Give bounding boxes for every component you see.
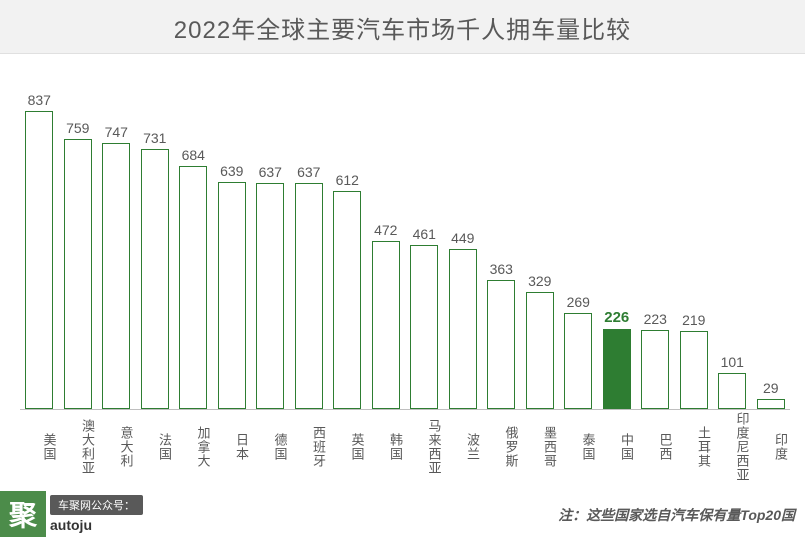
bar-wrap: 226 <box>598 309 637 409</box>
bar-wrap: 684 <box>174 147 213 409</box>
bar-wrap: 363 <box>482 261 521 409</box>
x-category-label: 澳大利亚 <box>59 412 98 482</box>
x-category-label: 英国 <box>328 412 367 482</box>
bar-value-label: 449 <box>451 230 474 246</box>
x-labels: 美国澳大利亚意大利法国加拿大日本德国西班牙英国韩国马来西亚波兰俄罗斯墨西哥泰国中… <box>20 412 790 482</box>
x-category-label: 泰国 <box>559 412 598 482</box>
bar-value-label: 747 <box>105 124 128 140</box>
x-category-label: 印度 <box>752 412 791 482</box>
bar-rect <box>102 143 130 409</box>
bar-rect <box>487 280 515 409</box>
bar-rect <box>64 139 92 409</box>
plot: 837 759 747 731 684 639 637 637 612 472 461 449 363 3… <box>20 90 790 410</box>
x-category-label: 墨西哥 <box>521 412 560 482</box>
bar-wrap: 223 <box>636 311 675 409</box>
bar-wrap: 612 <box>328 172 367 409</box>
bar-wrap: 472 <box>367 222 406 409</box>
bar-wrap: 759 <box>59 120 98 409</box>
bar-wrap: 747 <box>97 124 136 409</box>
bar-value-label: 637 <box>297 164 320 180</box>
x-category-label: 巴西 <box>636 412 675 482</box>
bar-rect <box>179 166 207 409</box>
logo-char: 聚 <box>9 494 37 534</box>
x-category-label: 印度尼西亚 <box>713 412 752 482</box>
x-category-label: 韩国 <box>367 412 406 482</box>
bar-rect <box>372 241 400 409</box>
footer-note: 注：这些国家选自汽车保有量Top20国 <box>558 505 795 525</box>
bar-value-label: 29 <box>763 380 779 396</box>
bar-rect <box>718 373 746 409</box>
bar-value-label: 269 <box>567 294 590 310</box>
x-category-label: 法国 <box>136 412 175 482</box>
bar-value-label: 759 <box>66 120 89 136</box>
footer: 聚 车聚网公众号： autoju 注：这些国家选自汽车保有量Top20国 <box>0 491 805 537</box>
x-category-label: 德国 <box>251 412 290 482</box>
bar-value-label: 363 <box>490 261 513 277</box>
bar-wrap: 449 <box>444 230 483 409</box>
bar-wrap: 639 <box>213 163 252 409</box>
bar-wrap: 29 <box>752 380 791 409</box>
bar-rect <box>603 329 631 409</box>
bar-value-label: 223 <box>644 311 667 327</box>
bar-rect <box>680 331 708 409</box>
bar-wrap: 837 <box>20 92 59 409</box>
bar-wrap: 101 <box>713 354 752 409</box>
bar-value-label: 637 <box>259 164 282 180</box>
bar-rect <box>410 245 438 409</box>
bar-value-label: 472 <box>374 222 397 238</box>
bar-wrap: 731 <box>136 130 175 409</box>
bar-value-label: 731 <box>143 130 166 146</box>
bar-rect <box>564 313 592 409</box>
x-category-label: 加拿大 <box>174 412 213 482</box>
x-category-label: 日本 <box>213 412 252 482</box>
bar-value-label: 226 <box>604 309 629 326</box>
bar-rect <box>218 182 246 409</box>
bar-rect <box>256 183 284 409</box>
bar-value-label: 837 <box>28 92 51 108</box>
x-category-label: 土耳其 <box>675 412 714 482</box>
logo-box: 聚 <box>0 491 46 537</box>
bar-wrap: 219 <box>675 312 714 409</box>
bar-value-label: 461 <box>413 226 436 242</box>
bar-wrap: 269 <box>559 294 598 409</box>
bar-value-label: 219 <box>682 312 705 328</box>
bar-value-label: 101 <box>721 354 744 370</box>
chart-area: 837 759 747 731 684 639 637 637 612 472 461 449 363 3… <box>0 60 805 480</box>
chart-title: 2022年全球主要汽车市场千人拥车量比较 <box>0 10 805 45</box>
x-category-label: 意大利 <box>97 412 136 482</box>
brand-tag: 车聚网公众号： <box>50 495 143 515</box>
bar-value-label: 639 <box>220 163 243 179</box>
bar-value-label: 684 <box>182 147 205 163</box>
x-category-label: 西班牙 <box>290 412 329 482</box>
bar-wrap: 637 <box>251 164 290 409</box>
x-category-label: 波兰 <box>444 412 483 482</box>
bar-wrap: 329 <box>521 273 560 409</box>
brand-area: 车聚网公众号： autoju <box>50 493 143 535</box>
bar-rect <box>295 183 323 409</box>
bar-value-label: 612 <box>336 172 359 188</box>
bar-wrap: 461 <box>405 226 444 409</box>
bar-rect <box>449 249 477 409</box>
bar-wrap: 637 <box>290 164 329 409</box>
bars-container: 837 759 747 731 684 639 637 637 612 472 461 449 363 3… <box>20 90 790 409</box>
bar-rect <box>757 399 785 409</box>
x-category-label: 美国 <box>20 412 59 482</box>
bar-value-label: 329 <box>528 273 551 289</box>
bar-rect <box>526 292 554 409</box>
brand-id: autoju <box>50 517 143 533</box>
x-category-label: 中国 <box>598 412 637 482</box>
bar-rect <box>25 111 53 409</box>
bar-rect <box>141 149 169 409</box>
chart-title-bar: 2022年全球主要汽车市场千人拥车量比较 <box>0 0 805 54</box>
bar-rect <box>333 191 361 409</box>
x-category-label: 马来西亚 <box>405 412 444 482</box>
x-category-label: 俄罗斯 <box>482 412 521 482</box>
bar-rect <box>641 330 669 409</box>
